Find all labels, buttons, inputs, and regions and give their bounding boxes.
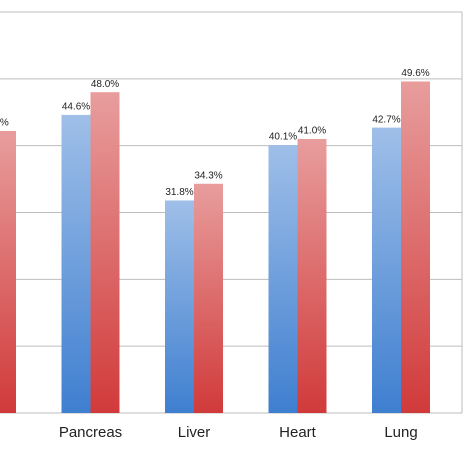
bar [372, 127, 401, 413]
bar [90, 92, 120, 413]
value-label: 41.0% [298, 126, 326, 137]
x-tick-label: Pancreas [59, 424, 122, 441]
value-label: 34.3% [194, 170, 222, 181]
value-label: 31.8% [165, 187, 193, 198]
value-label: 40.1% [269, 132, 297, 143]
x-tick-label: Liver [178, 424, 211, 441]
value-label: 48.0% [91, 79, 119, 90]
bar [61, 114, 91, 413]
x-tick-label: Lung [384, 424, 417, 441]
value-label: 2% [0, 118, 9, 129]
bar [165, 200, 194, 413]
bar [297, 138, 327, 413]
value-label: 42.7% [372, 114, 400, 125]
bar [194, 183, 223, 413]
value-label: 44.6% [62, 102, 90, 113]
x-tick-label: Heart [279, 424, 317, 441]
bar [401, 81, 430, 414]
bar [268, 144, 298, 413]
value-label: 49.6% [401, 68, 429, 79]
bar [0, 130, 16, 414]
